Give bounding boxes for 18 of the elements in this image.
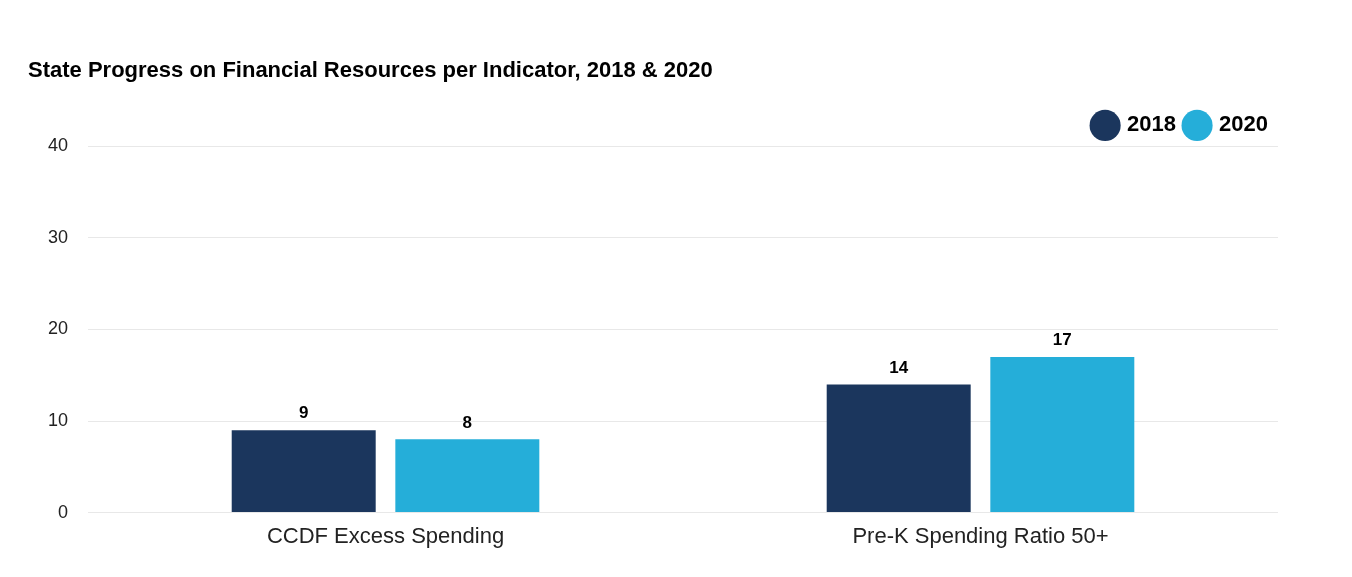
- data-label: 8: [462, 412, 473, 432]
- data-label: 9: [298, 403, 309, 423]
- bar: [395, 439, 540, 513]
- bar: [990, 356, 1135, 513]
- y-tick-label: 30: [47, 226, 69, 247]
- y-tick-label: 10: [47, 410, 69, 431]
- bar: [826, 384, 971, 513]
- legend-label: 2020: [1219, 111, 1269, 137]
- x-tick-label: CCDF Excess Spending: [266, 522, 505, 548]
- y-tick-label: 20: [47, 318, 69, 339]
- x-tick-label: Pre-K Spending Ratio 50+: [852, 522, 1109, 548]
- bar: [231, 430, 376, 513]
- y-tick-label: 0: [58, 501, 69, 522]
- legend-label: 2018: [1127, 111, 1177, 137]
- chart-title: State Progress on Financial Resources per Indicator, 2018 & 2020: [28, 57, 713, 83]
- data-label: 14: [889, 357, 909, 377]
- data-label: 17: [1052, 330, 1072, 350]
- y-tick-label: 40: [47, 135, 69, 156]
